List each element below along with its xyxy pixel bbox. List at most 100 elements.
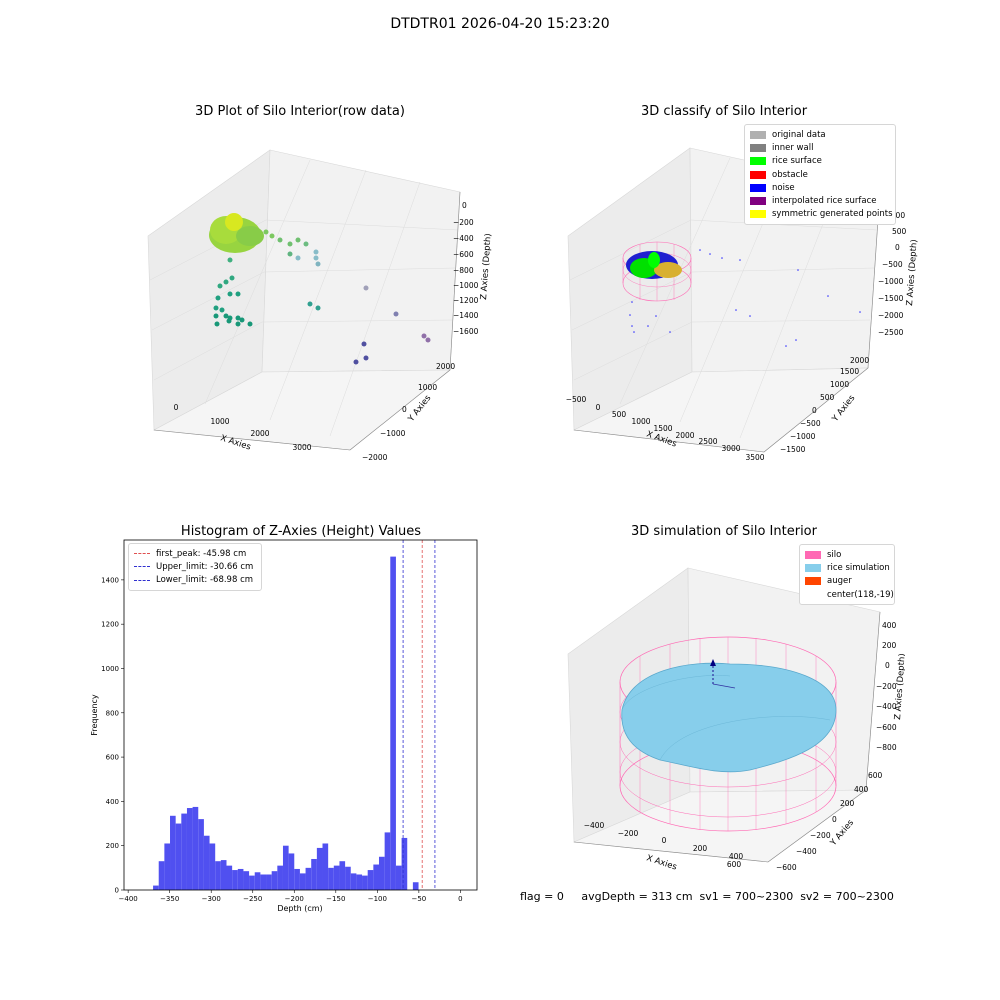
- simulation-ztick: 0: [885, 661, 890, 670]
- histogram-reference-lines: [402, 540, 436, 890]
- legend-label: original data: [772, 129, 826, 140]
- simulation-plot-title: 3D simulation of Silo Interior: [631, 524, 817, 539]
- legend-label: center(118,-19): [827, 589, 894, 600]
- legend-label: interpolated rice surface: [772, 196, 877, 207]
- legend-item: Upper_limit: -30.66 cm: [134, 560, 256, 573]
- histogram-bar: [175, 823, 182, 890]
- classify-xtick: 3000: [721, 444, 740, 453]
- histogram-bar: [220, 860, 227, 890]
- simulation-ytick: −400: [796, 847, 817, 856]
- legend-line-swatch: [134, 566, 150, 568]
- raw-ztick: −200: [453, 218, 474, 227]
- simulation-ytick: 400: [854, 785, 869, 794]
- legend-swatch: [805, 577, 821, 586]
- raw-ytick: 0: [402, 405, 407, 414]
- classify-ztick: −500: [882, 260, 903, 269]
- classify-xtick: 0: [596, 403, 601, 412]
- y-tick-label: 1200: [101, 621, 119, 629]
- classify-ztick: 0: [895, 243, 900, 252]
- simulation-ztick: −400: [876, 702, 897, 711]
- histogram-bar: [277, 865, 283, 890]
- classify-xtick: 2500: [698, 437, 717, 446]
- raw-ytick: 2000: [436, 362, 455, 371]
- classify-ytick: 2000: [850, 356, 869, 365]
- histogram-bar: [395, 865, 402, 890]
- legend-item: first_peak: -45.98 cm: [134, 547, 256, 560]
- raw-xtick: 0: [174, 403, 179, 412]
- y-tick-label: 600: [106, 754, 119, 762]
- histogram-bar: [311, 858, 317, 890]
- histogram-frame: [123, 539, 478, 891]
- raw-ztick: −1200: [453, 296, 479, 305]
- simulation-legend: silo rice simulation auger center(118,-1…: [799, 544, 895, 606]
- classify-xtick: 1000: [631, 417, 650, 426]
- histogram-bar: [367, 870, 374, 890]
- histogram-bar: [328, 867, 334, 890]
- histogram-bar: [333, 865, 340, 890]
- legend-item: center(118,-19): [805, 588, 894, 601]
- classify-z-axis-label: Z Axies (Depth): [905, 239, 920, 306]
- histogram-bar: [232, 870, 238, 890]
- raw-ytick: −1000: [380, 429, 406, 438]
- y-tick-label: 0: [115, 887, 119, 895]
- raw-tick-labels: 0 1000 2000 3000 −2000 −1000 0 1000 2000…: [174, 201, 479, 462]
- legend-label: symmetric generated points: [772, 209, 893, 220]
- raw-ztick: 0: [462, 201, 467, 210]
- figure-title: DTDTR01 2026-04-20 15:23:20: [390, 16, 610, 32]
- legend-label: rice simulation: [827, 562, 890, 573]
- raw-ztick: −800: [453, 266, 474, 275]
- classify-xtick: −500: [566, 395, 587, 404]
- legend-swatch: [750, 197, 766, 206]
- classify-legend: original data inner wall rice surface ob…: [744, 124, 896, 226]
- x-tick-label: −150: [326, 895, 345, 903]
- x-tick-label: −50: [411, 895, 426, 903]
- classify-ztick: −2000: [878, 311, 904, 320]
- legend-item: original data: [750, 128, 890, 141]
- histogram-bar: [164, 843, 171, 890]
- classify-ytick: 1000: [830, 380, 849, 389]
- legend-item: rice surface: [750, 155, 890, 168]
- classify-ztick: −1500: [878, 294, 904, 303]
- classify-ytick: −500: [800, 419, 821, 428]
- legend-label: Upper_limit: -30.66 cm: [156, 561, 254, 572]
- simulation-ytick: −600: [776, 863, 797, 872]
- x-tick-label: −200: [285, 895, 304, 903]
- classify-ytick: −1000: [790, 432, 816, 441]
- classify-xtick: 2000: [675, 431, 694, 440]
- histogram-bars: [153, 556, 419, 890]
- classify-ytick: 0: [812, 406, 817, 415]
- histogram-bar: [158, 861, 165, 890]
- classify-data-points: [622, 241, 861, 347]
- raw-xtick: 2000: [250, 429, 269, 438]
- y-tick-label: 400: [106, 798, 119, 806]
- raw-data-points: [209, 213, 431, 365]
- legend-item: symmetric generated points: [750, 208, 893, 221]
- histogram-bar: [288, 853, 295, 890]
- legend-label: inner wall: [772, 142, 814, 153]
- histogram-ticks: −400 −350 −300 −250 −200 −150 −100 −50 0 0 200 400 6…: [101, 576, 462, 903]
- simulation-ztick: −200: [876, 682, 897, 691]
- legend-label: rice surface: [772, 156, 822, 167]
- y-tick-label: 1000: [101, 665, 119, 673]
- histogram-bar: [401, 837, 408, 890]
- histogram-bar: [181, 813, 187, 890]
- classify-ztick: −1000: [878, 277, 904, 286]
- x-tick-label: −350: [160, 895, 179, 903]
- histogram-bar: [282, 845, 289, 890]
- simulation-x-axis-label: X Axies: [645, 853, 678, 872]
- legend-swatch: [750, 170, 766, 179]
- histogram-bar: [345, 866, 351, 890]
- histogram-bar: [362, 875, 368, 890]
- legend-label: auger: [827, 576, 852, 587]
- histogram-bar: [322, 843, 329, 890]
- histogram-chart: −400 −350 −300 −250 −200 −150 −100 −50 0 0 200 400 6…: [90, 539, 478, 913]
- legend-item: noise: [750, 181, 890, 194]
- histogram-bar: [356, 874, 363, 890]
- legend-swatch: [750, 157, 766, 166]
- legend-swatch: [805, 563, 821, 572]
- y-tick-label: 1400: [101, 576, 119, 584]
- legend-swatch: [750, 130, 766, 139]
- histogram-bar: [243, 871, 250, 890]
- legend-item: auger: [805, 575, 889, 588]
- histogram-bar: [378, 856, 385, 890]
